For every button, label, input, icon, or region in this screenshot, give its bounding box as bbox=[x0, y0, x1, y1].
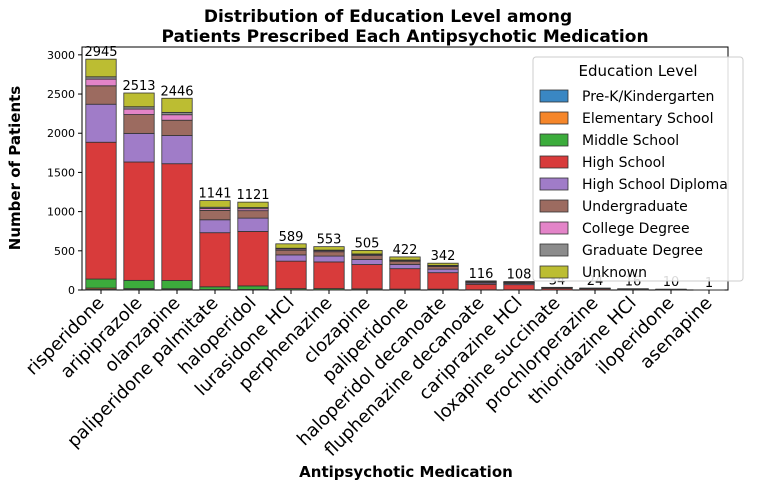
bar-segment bbox=[389, 263, 421, 270]
y-tick-label: 1500 bbox=[47, 166, 75, 179]
bar-segment bbox=[161, 280, 193, 290]
bar-segment bbox=[275, 249, 307, 256]
legend-swatch bbox=[539, 111, 569, 125]
legend-entry-label: Middle School bbox=[582, 133, 679, 149]
bar-segment bbox=[85, 278, 117, 289]
legend-swatch bbox=[539, 199, 569, 213]
bar-segment bbox=[465, 283, 497, 291]
bar-segment bbox=[161, 97, 193, 113]
bar-segment bbox=[427, 268, 459, 274]
bar-segment bbox=[503, 284, 535, 291]
y-tick-label: 2000 bbox=[47, 127, 75, 140]
bar-segment bbox=[123, 161, 155, 281]
y-axis-label: Number of Patients bbox=[6, 86, 24, 250]
bar-total-label: 108 bbox=[507, 268, 532, 283]
bar-segment bbox=[427, 262, 459, 266]
bar-total-label: 2945 bbox=[84, 45, 117, 60]
bar-segment bbox=[123, 132, 155, 163]
x-axis-label: Antipsychotic Medication bbox=[299, 463, 513, 481]
bar-segment bbox=[313, 255, 345, 263]
legend: Education Level Pre-K/Kindergarten Element… bbox=[532, 56, 744, 282]
y-tick-label: 1000 bbox=[47, 206, 75, 219]
bar-segment bbox=[389, 256, 421, 261]
bar-total-label: 342 bbox=[431, 249, 456, 264]
legend-entry-label: Unknown bbox=[582, 265, 647, 281]
bar-total-label: 422 bbox=[393, 243, 418, 258]
bar-segment bbox=[313, 246, 345, 251]
legend-swatch bbox=[539, 243, 569, 257]
chart-title-line-1: Distribution of Education Level among bbox=[204, 7, 572, 27]
bar-segment bbox=[199, 200, 231, 208]
bar-segment bbox=[85, 103, 117, 143]
bar-segment bbox=[237, 217, 269, 232]
legend-entry-label: Elementary School bbox=[582, 111, 714, 127]
legend-entry-label: College Degree bbox=[582, 221, 690, 237]
legend-swatch bbox=[539, 265, 569, 279]
bar-total-label: 1 bbox=[705, 276, 713, 291]
y-tick-label: 2500 bbox=[47, 88, 75, 101]
bar-segment bbox=[161, 163, 193, 281]
bar-segment bbox=[351, 264, 383, 290]
bar-total-label: 1121 bbox=[236, 188, 269, 203]
legend-entry-label: Undergraduate bbox=[582, 199, 688, 215]
chart-title-line-2: Patients Prescribed Each Antipsychotic M… bbox=[161, 27, 648, 47]
y-tick-label: 0 bbox=[68, 284, 75, 297]
bar-segment bbox=[427, 266, 459, 270]
legend-entry-label: Pre-K/Kindergarten bbox=[582, 89, 714, 105]
bar-segment bbox=[123, 92, 155, 108]
bar-segment bbox=[237, 210, 269, 219]
legend-swatch bbox=[539, 177, 569, 191]
bar-segment bbox=[465, 280, 497, 283]
bar-segment bbox=[351, 259, 383, 265]
bar-total-label: 505 bbox=[355, 236, 380, 251]
bar-segment bbox=[85, 78, 117, 87]
legend-title: Education Level bbox=[578, 62, 697, 80]
y-tick-label: 500 bbox=[54, 245, 75, 258]
bar-segment bbox=[199, 286, 231, 290]
legend-entry-label: High School Diploma bbox=[582, 177, 728, 193]
bar-segment bbox=[85, 85, 117, 105]
bar-segment bbox=[123, 114, 155, 134]
bar-segment bbox=[161, 119, 193, 136]
bar-segment bbox=[123, 108, 155, 115]
bar-segment bbox=[503, 281, 535, 283]
bar-segment bbox=[123, 279, 155, 289]
bar-segment bbox=[389, 268, 421, 290]
bar-segment bbox=[275, 243, 307, 249]
legend-entry-label: Graduate Degree bbox=[582, 243, 703, 259]
bar-segment bbox=[199, 219, 231, 234]
legend-swatch bbox=[539, 133, 569, 147]
y-tick-label: 3000 bbox=[47, 49, 75, 62]
bar-segment bbox=[237, 285, 269, 290]
bar-total-label: 1141 bbox=[198, 187, 231, 202]
bar-segment bbox=[85, 141, 117, 280]
legend-entry-label: High School bbox=[582, 155, 665, 171]
bar-segment bbox=[313, 261, 345, 289]
legend-swatch bbox=[539, 221, 569, 235]
bar-total-label: 2446 bbox=[160, 84, 193, 99]
legend-box bbox=[532, 56, 744, 282]
bar-total-label: 2513 bbox=[122, 79, 155, 94]
bar-segment bbox=[199, 209, 231, 221]
bar-segment bbox=[389, 260, 421, 265]
bar-total-label: 589 bbox=[279, 230, 304, 245]
legend-swatch bbox=[539, 89, 569, 103]
bar-segment bbox=[161, 135, 193, 165]
bar-total-label: 116 bbox=[469, 267, 494, 282]
bar-segment bbox=[275, 254, 307, 262]
bar-segment bbox=[237, 231, 269, 287]
bar-segment bbox=[313, 251, 345, 257]
bar-segment bbox=[275, 260, 307, 289]
bar-segment bbox=[199, 232, 231, 288]
bar-segment bbox=[237, 201, 269, 208]
legend-swatch bbox=[539, 155, 569, 169]
bar-segment bbox=[351, 255, 383, 260]
bar-segment bbox=[351, 250, 383, 255]
bar-segment bbox=[85, 58, 117, 78]
bar-segment bbox=[427, 272, 459, 290]
bar-segment bbox=[161, 114, 193, 121]
bar-total-label: 553 bbox=[317, 233, 342, 248]
